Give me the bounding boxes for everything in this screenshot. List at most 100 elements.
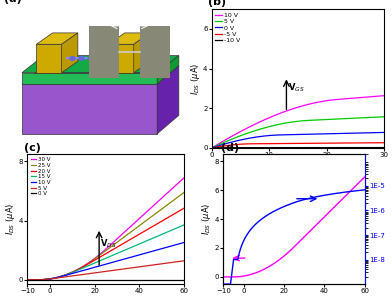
-5 V [311,141,316,145]
Polygon shape [109,33,150,44]
-10 V [382,146,387,149]
5 V [139,265,144,268]
25 V [25,278,30,281]
Circle shape [78,56,85,61]
-10 V [366,146,370,149]
0 V [124,278,129,281]
Line: 20 V: 20 V [27,208,184,280]
0 V [138,278,143,281]
5 V [312,118,317,122]
Line: 25 V: 25 V [27,192,184,280]
0 V [76,278,81,281]
10 V [139,252,144,256]
20 V [182,206,187,210]
25 V [124,234,129,237]
Text: $\mathbf{V}_{GS}$: $\mathbf{V}_{GS}$ [288,81,305,94]
30 V [138,215,143,219]
Y-axis label: $I_{DS}$ ($\mu$A): $I_{DS}$ ($\mu$A) [189,62,201,95]
25 V [138,223,143,226]
30 V [87,260,92,264]
5 V [315,118,319,122]
0 V [139,278,144,281]
Circle shape [96,56,103,61]
0 V [87,278,92,281]
Y-axis label: $I_{DS}$ ($\mu$A): $I_{DS}$ ($\mu$A) [4,203,17,235]
Text: (b): (b) [208,0,226,7]
Circle shape [69,56,76,61]
25 V [87,261,92,264]
Polygon shape [109,44,134,73]
25 V [44,278,49,281]
-10 V [315,146,319,149]
15 V [138,242,143,245]
10 V [315,101,319,104]
0 V [366,131,370,135]
15 V [124,248,129,251]
Line: 5 V: 5 V [212,117,384,148]
5 V [382,115,387,118]
Line: 5 V: 5 V [27,261,184,280]
5 V [124,267,129,271]
-10 V [311,146,316,149]
10 V [44,278,49,281]
30 V [182,176,187,179]
Text: (d): (d) [221,143,239,153]
15 V [76,268,81,272]
20 V [139,231,144,235]
5 V [355,116,359,120]
30 V [25,278,30,281]
10 V [355,96,359,100]
Text: (a): (a) [4,0,22,4]
20 V [124,240,129,244]
0 V [44,278,49,281]
15 V [25,278,30,281]
X-axis label: $V_{DS}$ (V): $V_{DS}$ (V) [283,160,313,172]
25 V [76,267,81,271]
Polygon shape [22,84,157,134]
Text: $\mathbf{V}_{DS}$: $\mathbf{V}_{DS}$ [100,237,117,250]
Line: -5 V: -5 V [212,143,384,148]
Polygon shape [22,56,179,73]
15 V [87,263,92,267]
Polygon shape [62,33,78,73]
20 V [138,232,143,235]
Line: 30 V: 30 V [27,178,184,280]
-5 V [312,141,317,145]
Circle shape [87,56,94,61]
10 V [209,146,214,150]
0 V [312,132,317,136]
10 V [138,253,143,256]
5 V [44,278,49,281]
Legend: 30 V, 25 V, 20 V, 15 V, 10 V, 5 V, 0 V: 30 V, 25 V, 20 V, 15 V, 10 V, 5 V, 0 V [30,157,51,197]
Line: 15 V: 15 V [27,225,184,280]
-10 V [209,146,214,150]
30 V [139,215,144,218]
25 V [139,222,144,226]
-5 V [209,146,214,150]
-5 V [210,146,214,150]
-5 V [366,141,370,145]
0 V [210,146,214,149]
10 V [210,146,214,149]
-10 V [210,146,214,150]
-5 V [315,141,319,145]
Line: 0 V: 0 V [212,132,384,148]
20 V [87,261,92,265]
Polygon shape [36,44,62,73]
Polygon shape [36,33,78,44]
5 V [25,278,30,281]
0 V [182,278,187,281]
Polygon shape [157,66,179,134]
Y-axis label: $I_{DS}$ ($\mu$A): $I_{DS}$ ($\mu$A) [200,203,213,235]
Bar [89,26,119,78]
Text: ~55.7 μm: ~55.7 μm [117,16,142,21]
Polygon shape [157,56,179,84]
5 V [311,118,316,122]
10 V [182,241,187,244]
0 V [25,278,30,281]
5 V [87,272,92,275]
20 V [25,278,30,281]
Polygon shape [22,66,179,84]
30 V [76,267,81,271]
Polygon shape [134,33,150,73]
